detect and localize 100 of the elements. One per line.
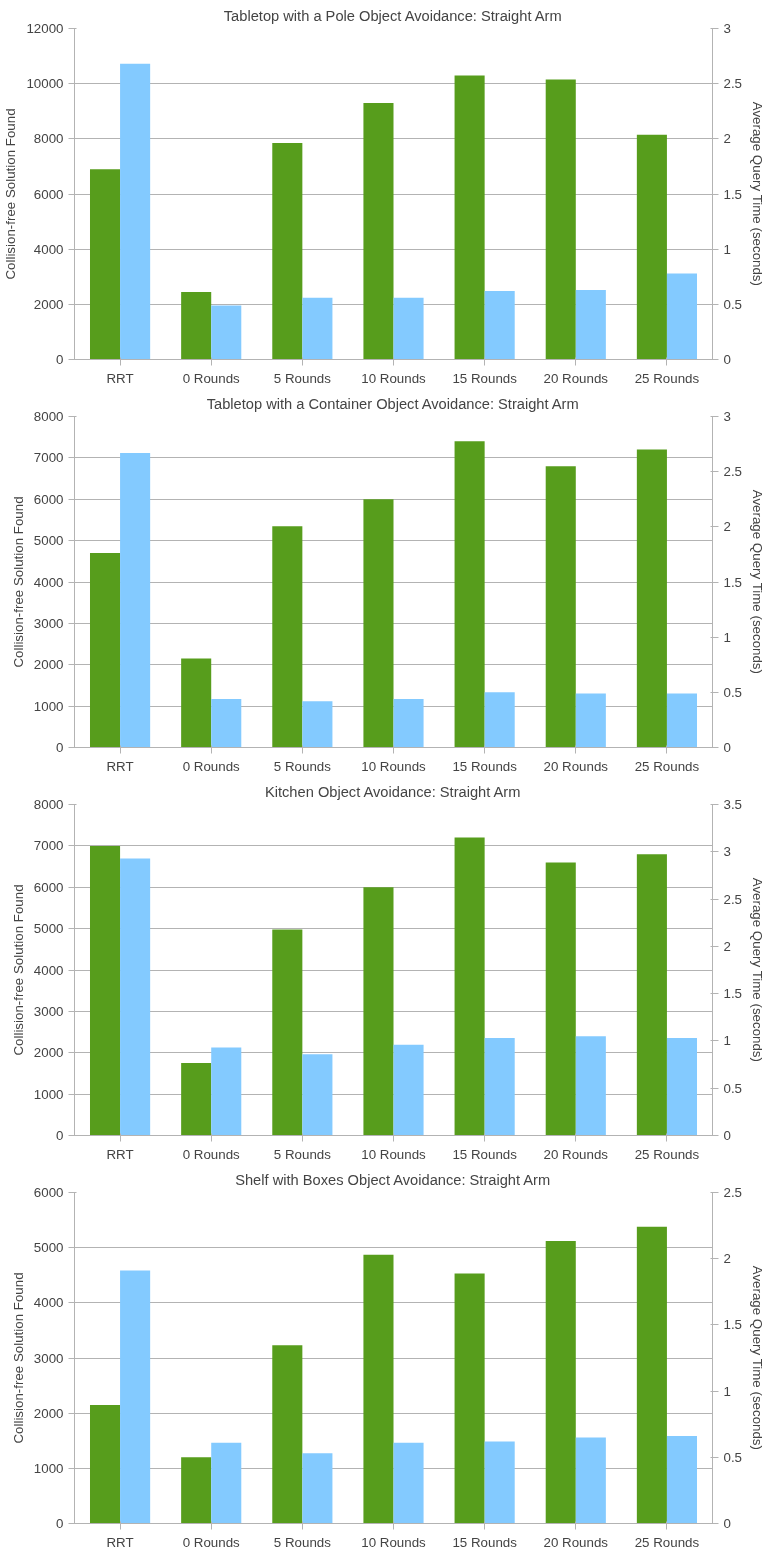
- x-tick-label: 15 Rounds: [452, 370, 518, 386]
- y-tick-label: 3000: [33, 1350, 64, 1366]
- bar: [120, 1270, 151, 1524]
- y-tick-label: 5000: [33, 1240, 64, 1256]
- y2-axis-title: Average Query Time (seconds): [750, 489, 766, 674]
- bar: [575, 693, 606, 748]
- chart-title: Tabletop with a Pole Object Avoidance: Straight Arm: [223, 7, 562, 24]
- bar: [363, 102, 394, 360]
- y-tick-label: 0: [56, 1516, 64, 1531]
- chart-title: Kitchen Object Avoidance: Straight Arm: [264, 783, 521, 800]
- y-tick-label: 8000: [33, 409, 64, 424]
- y2-tick-label: 2: [723, 519, 731, 535]
- y2-tick-label: 2.5: [723, 76, 743, 92]
- x-tick-label: 15 Rounds: [452, 758, 518, 774]
- y-tick-label: 6000: [33, 186, 64, 202]
- y-tick-label: 7000: [33, 838, 64, 854]
- bar: [363, 887, 394, 1136]
- x-tick-label: 0 Rounds: [182, 370, 241, 386]
- y2-tick-label: 2.5: [723, 891, 743, 907]
- x-tick-label: RRT: [106, 1534, 134, 1550]
- bar: [393, 1442, 424, 1524]
- y2-tick-label: 0: [723, 1128, 731, 1143]
- x-tick-label: 5 Rounds: [273, 1146, 332, 1162]
- bar: [484, 1038, 515, 1136]
- bar: [575, 289, 606, 360]
- bar: [454, 1273, 485, 1524]
- x-tick-label: 10 Rounds: [361, 1146, 427, 1162]
- bar: [636, 134, 667, 360]
- y-tick-label: 2000: [33, 657, 64, 673]
- chart-title: Shelf with Boxes Object Avoidance: Straight Arm: [235, 1171, 551, 1188]
- y2-tick-label: 1: [723, 629, 731, 645]
- bar: [636, 854, 667, 1136]
- y-tick-label: 3000: [33, 1003, 64, 1019]
- bar: [545, 79, 576, 360]
- bar: [272, 142, 303, 360]
- x-tick-label: 10 Rounds: [361, 370, 427, 386]
- bar: [393, 297, 424, 360]
- y-tick-label: 5000: [33, 921, 64, 937]
- y2-axis-title: Average Query Time (seconds): [750, 1265, 766, 1450]
- y2-tick-label: 1.5: [723, 574, 743, 590]
- y-axis-title: Collision-free Solution Found: [10, 884, 26, 1056]
- y-tick-label: 2000: [33, 296, 64, 312]
- x-tick-label: 10 Rounds: [361, 758, 427, 774]
- y-tick-label: 6000: [33, 491, 64, 507]
- y2-tick-label: 0: [723, 740, 731, 755]
- x-tick-label: 5 Rounds: [273, 1534, 332, 1550]
- x-tick-label: 20 Rounds: [543, 1534, 609, 1550]
- x-tick-label: 10 Rounds: [361, 1534, 427, 1550]
- y2-tick-label: 0.5: [723, 1449, 743, 1465]
- bar: [393, 698, 424, 748]
- x-tick-label: RRT: [106, 370, 134, 386]
- y2-tick-label: 1.5: [723, 1317, 743, 1333]
- y-axis-title: Collision-free Solution Found: [10, 1272, 26, 1444]
- x-tick-label: 25 Rounds: [634, 1534, 700, 1550]
- y-tick-label: 6000: [33, 879, 64, 895]
- y2-tick-label: 1: [723, 241, 731, 257]
- y-tick-label: 2000: [33, 1405, 64, 1421]
- bar: [454, 441, 485, 748]
- x-tick-label: RRT: [106, 758, 134, 774]
- y-axis-title: Collision-free Solution Found: [3, 108, 19, 280]
- y2-tick-label: 0.5: [723, 296, 743, 312]
- x-tick-label: 0 Rounds: [182, 758, 241, 774]
- x-tick-label: 15 Rounds: [452, 1146, 518, 1162]
- x-tick-label: 0 Rounds: [182, 1146, 241, 1162]
- y-tick-label: 0: [56, 352, 64, 367]
- bar: [302, 297, 333, 360]
- y-tick-label: 2000: [33, 1045, 64, 1061]
- y-tick-label: 4000: [33, 1295, 64, 1311]
- bar: [454, 75, 485, 360]
- x-tick-label: 25 Rounds: [634, 370, 700, 386]
- y2-tick-label: 2.5: [723, 1185, 743, 1200]
- y-tick-label: 6000: [33, 1185, 64, 1200]
- y2-tick-label: 2: [723, 938, 731, 954]
- x-tick-label: 5 Rounds: [273, 758, 332, 774]
- y-tick-label: 5000: [33, 533, 64, 549]
- bar: [302, 701, 333, 748]
- bar: [666, 1436, 698, 1524]
- y-tick-label: 8000: [33, 797, 64, 812]
- bar: [272, 1345, 303, 1524]
- y-tick-label: 1000: [33, 698, 64, 714]
- y-tick-label: 8000: [33, 131, 64, 147]
- bar: [484, 291, 515, 360]
- x-tick-label: 20 Rounds: [543, 1146, 609, 1162]
- y-axis-title: Collision-free Solution Found: [10, 496, 26, 668]
- x-tick-label: 20 Rounds: [543, 758, 609, 774]
- y-tick-label: 3000: [33, 615, 64, 631]
- y2-tick-label: 1.5: [723, 986, 743, 1002]
- y-tick-label: 0: [56, 1128, 64, 1143]
- y-tick-label: 0: [56, 740, 64, 755]
- y2-tick-label: 1: [723, 1033, 731, 1049]
- bar: [363, 499, 394, 748]
- bar: [545, 1241, 576, 1524]
- bar: [272, 526, 303, 748]
- y2-tick-label: 2: [723, 1251, 731, 1267]
- y-tick-label: 7000: [33, 450, 64, 466]
- y2-tick-label: 3: [723, 21, 731, 36]
- y-tick-label: 10000: [26, 76, 64, 92]
- x-tick-label: 25 Rounds: [634, 758, 700, 774]
- x-tick-label: RRT: [106, 1146, 134, 1162]
- chart-title: Tabletop with a Container Object Avoidance: Straight Arm: [206, 395, 579, 412]
